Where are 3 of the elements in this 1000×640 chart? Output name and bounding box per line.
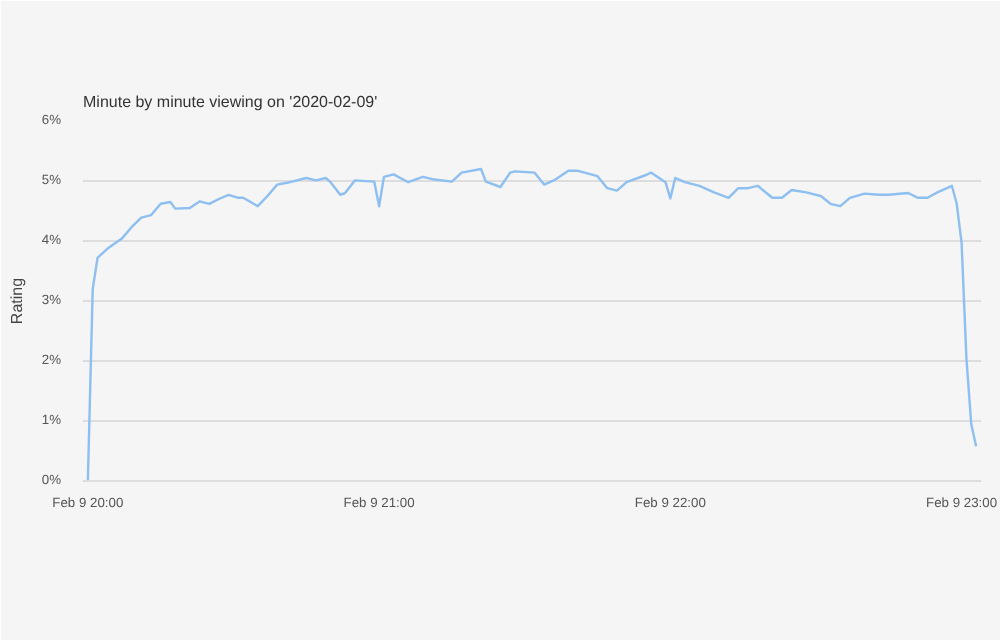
line-series bbox=[86, 167, 978, 481]
chart-title: Minute by minute viewing on '2020-02-09' bbox=[83, 93, 379, 111]
y-axis-title: Rating bbox=[7, 277, 26, 325]
